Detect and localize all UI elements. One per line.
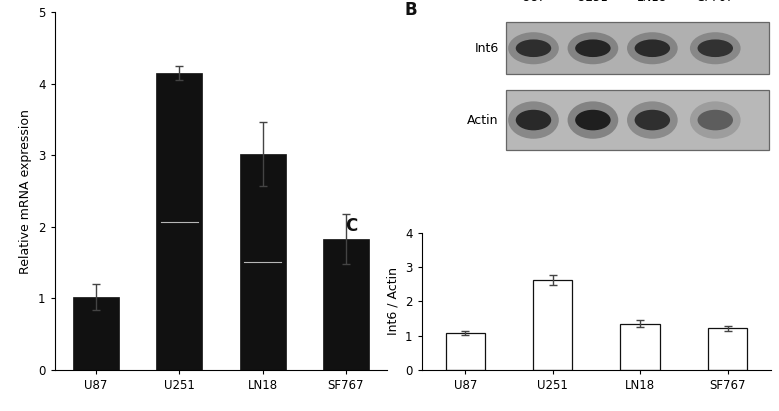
Ellipse shape: [575, 110, 611, 130]
Text: U251: U251: [577, 0, 608, 4]
Text: U87: U87: [522, 0, 545, 4]
Text: Int6: Int6: [474, 42, 499, 55]
Text: B: B: [404, 1, 417, 19]
Text: Actin: Actin: [467, 113, 499, 127]
Ellipse shape: [697, 39, 733, 57]
FancyBboxPatch shape: [506, 22, 770, 74]
Text: SF767: SF767: [697, 0, 734, 4]
Ellipse shape: [635, 39, 670, 57]
Y-axis label: Relative mRNA expression: Relative mRNA expression: [19, 109, 33, 274]
Text: C: C: [344, 217, 357, 235]
Bar: [323, 239, 368, 370]
Ellipse shape: [516, 39, 552, 57]
Ellipse shape: [690, 32, 741, 64]
Bar: [620, 324, 660, 370]
Ellipse shape: [568, 32, 619, 64]
Bar: [157, 73, 203, 370]
Y-axis label: Int6 / Actin: Int6 / Actin: [386, 268, 400, 335]
Bar: [446, 333, 485, 370]
Bar: [533, 280, 573, 370]
Ellipse shape: [627, 102, 678, 139]
Ellipse shape: [568, 102, 619, 139]
Bar: [73, 297, 119, 370]
Ellipse shape: [508, 32, 559, 64]
Bar: [240, 154, 286, 370]
Ellipse shape: [627, 32, 678, 64]
Ellipse shape: [635, 110, 670, 130]
Ellipse shape: [690, 102, 741, 139]
FancyBboxPatch shape: [506, 90, 770, 150]
Bar: [708, 328, 747, 370]
Text: LN18: LN18: [637, 0, 668, 4]
Ellipse shape: [508, 102, 559, 139]
Ellipse shape: [516, 110, 552, 130]
Ellipse shape: [575, 39, 611, 57]
Ellipse shape: [697, 110, 733, 130]
